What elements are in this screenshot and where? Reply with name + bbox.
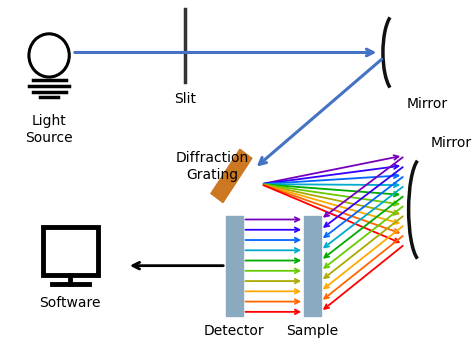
Text: Mirror: Mirror bbox=[407, 97, 448, 111]
Text: Slit: Slit bbox=[174, 92, 196, 106]
Text: Sample: Sample bbox=[286, 324, 338, 338]
Bar bbox=[304, 215, 320, 316]
FancyBboxPatch shape bbox=[43, 227, 98, 275]
Text: Light
Source: Light Source bbox=[25, 114, 73, 145]
Bar bbox=[211, 149, 252, 202]
Text: Detector: Detector bbox=[204, 324, 264, 338]
Text: Mirror: Mirror bbox=[431, 136, 472, 150]
Bar bbox=[226, 215, 243, 316]
Text: Diffraction
Grating: Diffraction Grating bbox=[176, 152, 249, 182]
Text: Software: Software bbox=[39, 296, 101, 310]
